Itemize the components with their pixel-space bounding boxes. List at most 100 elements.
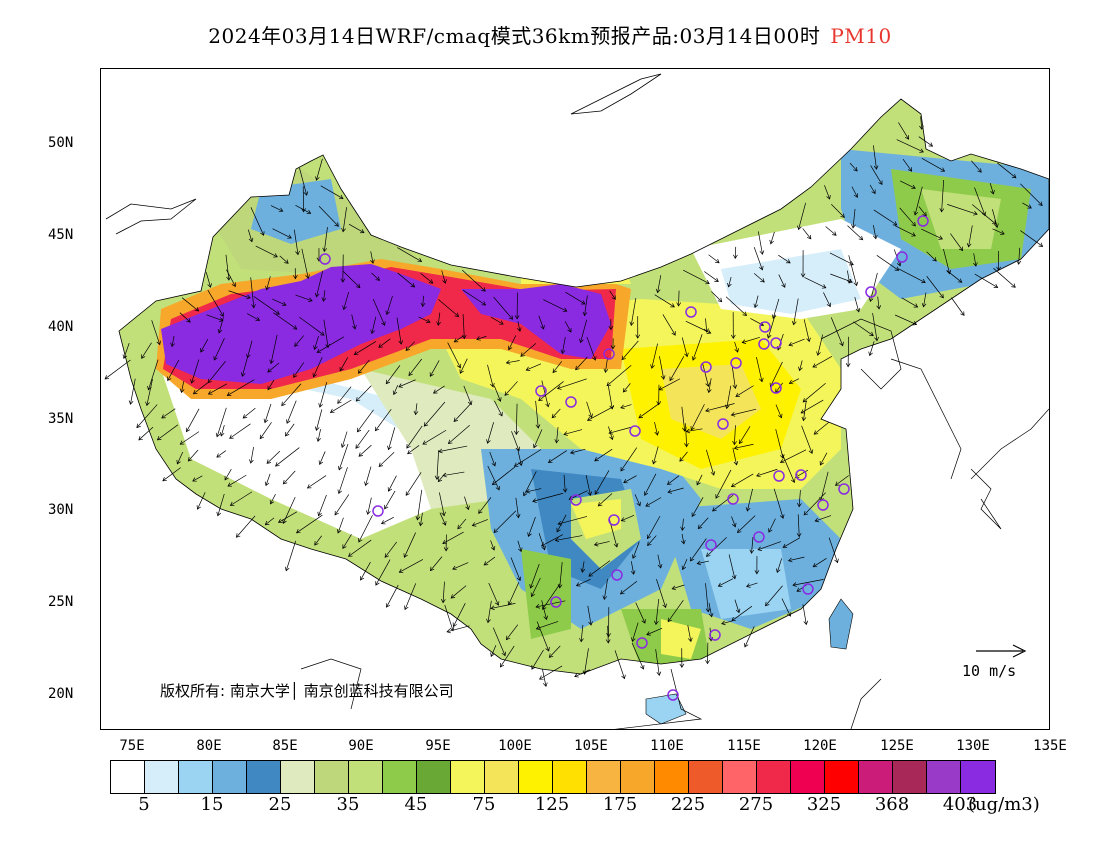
- wind-arrowhead: [631, 554, 637, 559]
- wind-vector: [580, 624, 584, 642]
- wind-vector: [997, 162, 1017, 179]
- wind-vector: [217, 493, 225, 516]
- wind-arrowhead: [685, 428, 691, 434]
- wind-vector: [672, 584, 685, 590]
- wind-vector: [533, 429, 543, 448]
- lon-label-120e: 120E: [803, 738, 837, 754]
- city-marker: [550, 596, 562, 608]
- wind-arrowhead: [1000, 230, 1005, 235]
- wind-arrowhead: [966, 242, 972, 248]
- wind-vector: [870, 165, 883, 185]
- wind-scale-arrow: [976, 644, 1027, 658]
- wind-vector: [541, 600, 547, 620]
- wind-arrowhead: [498, 411, 503, 417]
- wind-arrowhead: [928, 142, 934, 147]
- wind-vector: [682, 558, 688, 570]
- wind-arrowhead: [802, 398, 808, 403]
- wind-vector: [541, 534, 564, 547]
- wind-vector: [138, 426, 154, 441]
- wind-arrowhead: [597, 501, 603, 507]
- city-marker: [570, 494, 582, 506]
- wind-vector: [439, 512, 446, 526]
- wind-arrowhead: [666, 480, 672, 485]
- wind-vector: [293, 362, 305, 378]
- wind-arrowhead: [834, 481, 840, 486]
- wind-vector: [946, 270, 962, 283]
- wind-arrowhead: [781, 283, 786, 288]
- city-marker: [817, 499, 829, 511]
- wind-vector: [430, 556, 443, 571]
- wind-vector: [1018, 247, 1021, 265]
- wind-vector: [831, 204, 845, 218]
- wind-arrowhead: [316, 437, 321, 442]
- wind-arrowhead: [562, 307, 568, 312]
- wind-arrowhead: [541, 545, 546, 551]
- wind-vector: [286, 400, 297, 424]
- wind-vector: [708, 254, 720, 264]
- wind-arrowhead: [340, 278, 346, 283]
- colorbar-label: 175: [602, 794, 638, 815]
- wind-arrowhead: [357, 369, 363, 374]
- wind-arrowhead: [548, 653, 554, 658]
- wind-arrowhead: [660, 375, 666, 380]
- wind-vector: [444, 604, 454, 631]
- wind-arrowhead: [508, 345, 513, 351]
- wind-arrowhead: [977, 168, 982, 173]
- wind-arrowhead: [715, 258, 720, 264]
- wind-vector: [690, 404, 705, 431]
- wind-vector: [334, 494, 350, 516]
- wind-vector: [241, 357, 248, 377]
- lon-label-130e: 130E: [956, 738, 990, 754]
- wind-vector: [623, 475, 637, 483]
- wind-arrowhead: [803, 510, 809, 516]
- colorbar-label: 125: [534, 794, 570, 815]
- wind-vector: [968, 225, 973, 247]
- wind-arrowhead: [543, 615, 549, 621]
- wind-vector: [655, 598, 660, 625]
- wind-arrowhead: [515, 446, 520, 452]
- wind-arrowhead: [269, 499, 275, 505]
- wind-vector: [448, 424, 470, 444]
- wind-arrowhead: [580, 568, 586, 573]
- wind-arrowhead: [671, 585, 677, 591]
- wind-vector: [767, 314, 776, 339]
- wind-vector: [647, 535, 657, 546]
- colorbar-label: 5: [138, 794, 150, 815]
- wind-arrowhead: [981, 211, 987, 217]
- wind-arrowhead: [128, 400, 134, 405]
- wind-arrowhead: [122, 354, 128, 360]
- wind-vector: [517, 321, 521, 332]
- wind-vector: [725, 296, 747, 316]
- lon-label-80e: 80E: [196, 738, 222, 754]
- wind-arrowhead: [192, 477, 197, 482]
- wind-arrowhead: [621, 355, 627, 361]
- wind-arrowhead: [358, 537, 363, 543]
- wind-arrowhead: [737, 528, 742, 534]
- wind-vector: [490, 316, 504, 325]
- wind-vector: [293, 229, 299, 255]
- wind-vector: [585, 475, 591, 496]
- wind-arrowhead: [679, 457, 684, 462]
- wind-vector: [920, 116, 923, 130]
- wind-arrowhead: [295, 250, 300, 256]
- wind-vector: [270, 334, 278, 364]
- wind-vector: [384, 490, 396, 510]
- wind-arrowhead: [525, 366, 531, 371]
- wind-arrowhead: [520, 352, 525, 357]
- wind-vector: [923, 292, 927, 307]
- wind-vector: [532, 492, 564, 502]
- wind-arrowhead: [410, 283, 416, 288]
- wind-vector: [207, 289, 224, 317]
- wind-vector: [472, 519, 488, 526]
- wind-vector: [654, 421, 658, 436]
- wind-arrowhead: [370, 259, 375, 264]
- wind-vector: [478, 497, 492, 514]
- wind-vector: [753, 247, 763, 270]
- wind-arrowhead: [525, 488, 531, 494]
- wind-arrowhead: [355, 397, 361, 402]
- wind-arrowhead: [608, 325, 614, 331]
- wind-arrowhead: [714, 277, 719, 282]
- wind-vector: [869, 341, 875, 356]
- wind-arrowhead: [732, 384, 738, 390]
- wind-arrowhead: [754, 570, 760, 575]
